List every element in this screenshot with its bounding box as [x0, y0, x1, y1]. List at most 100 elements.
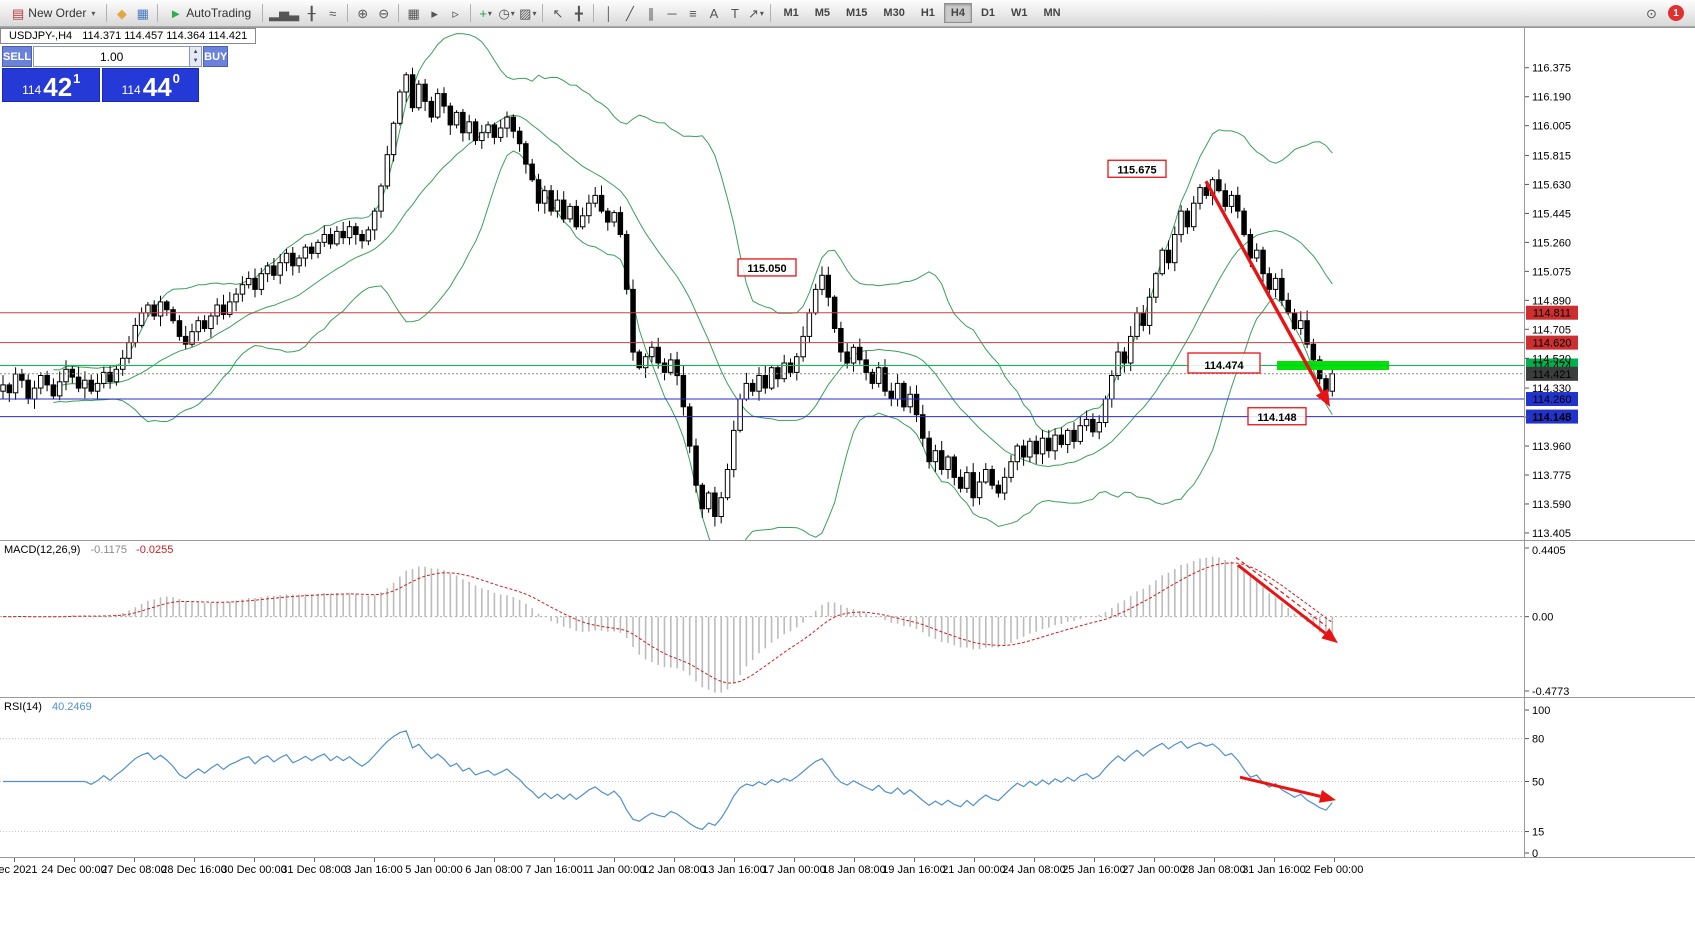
arrows-icon[interactable]: ↗ ▾	[745, 3, 766, 24]
candlestick	[233, 288, 239, 312]
trend-arrow[interactable]	[1204, 180, 1330, 407]
text-annotation-box[interactable]	[1107, 159, 1167, 178]
timeframe-h4[interactable]: H4	[943, 3, 972, 23]
rsi-panel[interactable]: 100 80 50 15 0	[0, 697, 1695, 858]
price-axis-label: 113.405	[1532, 528, 1571, 540]
trend-arrow[interactable]	[1239, 775, 1336, 803]
volume-input[interactable]	[34, 47, 190, 66]
bar-chart-icon[interactable]: ▂▅▃	[267, 3, 301, 24]
volume-down-button[interactable]: ▼	[190, 56, 202, 66]
fibonacci-icon[interactable]: ≡	[682, 3, 703, 24]
timeframe-w1[interactable]: W1	[1011, 7, 1028, 19]
toolbar-separator	[470, 4, 472, 22]
candlestick	[731, 420, 737, 478]
autotrading-button-label: AutoTrading	[186, 6, 252, 20]
candlestick	[315, 239, 321, 259]
new-order-button[interactable]: ▤ New Order ▾	[5, 4, 102, 22]
timeframe-mn[interactable]: MN	[1043, 7, 1061, 19]
buy-button[interactable]: BUY	[203, 46, 229, 67]
macd-label: MACD(12,26,9) -0.1175 -0.0255	[4, 544, 174, 556]
text-annotation-box[interactable]	[1247, 407, 1307, 426]
svg-text:114.620: 114.620	[1533, 338, 1572, 350]
sell-price-button[interactable]: 114 42 1	[2, 68, 100, 102]
candlestick	[416, 80, 422, 111]
indicators-icon[interactable]: + ▾	[475, 3, 496, 24]
fibonacci-icon: ≡	[689, 5, 697, 21]
notifications-badge[interactable]: 1	[1668, 5, 1684, 21]
autotrading-button[interactable]: ► AutoTrading	[162, 4, 258, 22]
time-axis-tick	[1034, 858, 1035, 862]
time-axis-tick	[1214, 858, 1215, 862]
macd-axis[interactable]: 0.4405 0.00 -0.4773	[1524, 545, 1569, 697]
svg-text:114.421: 114.421	[1533, 369, 1572, 381]
price-line-label	[1526, 335, 1578, 350]
zoom-out-icon[interactable]: ⊖	[373, 3, 394, 24]
time-axis-label: 5 Jan 00:00	[405, 864, 463, 876]
price-axis-label: 114.330	[1532, 383, 1571, 395]
candlestick	[888, 382, 894, 407]
candlestick	[113, 364, 120, 386]
macd-panel[interactable]: 0.4405 0.00 -0.4773	[0, 540, 1695, 697]
timeframe-m30[interactable]: M30	[883, 7, 905, 19]
time-axis-label: 11 Jan 00:00	[582, 864, 646, 876]
timeframe-m5[interactable]: M5	[814, 7, 831, 19]
timeframe-h1[interactable]: H1	[920, 7, 935, 19]
main-chart-canvas[interactable]: 114.811 114.620 114.474 114.260 114.148 114.4…	[0, 27, 1695, 540]
tile-windows-icon[interactable]: ▦	[403, 3, 424, 24]
horizontal-line-icon[interactable]: ─	[661, 3, 682, 24]
buy-price-button[interactable]: 114 44 0	[101, 68, 199, 102]
price-axis-label: 115.075	[1532, 266, 1571, 278]
candlestick	[869, 368, 876, 390]
time-axis-tick	[1334, 858, 1335, 862]
rsi-line	[3, 730, 1333, 831]
candlestick	[1039, 430, 1046, 465]
time-axis-label: 25 Jan 16:00	[1062, 864, 1126, 876]
timeframe-m1[interactable]: M1	[783, 7, 799, 19]
chart-annotations[interactable]: 115.675 115.050 114.474 114.148	[737, 159, 1307, 426]
svg-text:114.260: 114.260	[1533, 394, 1572, 406]
channel-icon[interactable]: ∥	[640, 3, 661, 24]
vertical-line-icon[interactable]: │	[598, 3, 619, 24]
text-annotation-box[interactable]	[737, 258, 797, 277]
candlestick	[1172, 226, 1178, 272]
rsi-axis[interactable]: 100 80 50 15 0	[1524, 705, 1550, 858]
timeframe-m15[interactable]: M15	[846, 7, 868, 19]
price-axis[interactable]: 116.375 116.190 116.005 115.815 115.630 115.4…	[1524, 63, 1571, 540]
trendline-icon[interactable]: ╱	[619, 3, 640, 24]
text-icon[interactable]: A	[703, 3, 724, 24]
annotation-dashed-line[interactable]	[1235, 556, 1327, 627]
rsi-axis-label: 0	[1532, 848, 1538, 858]
candlestick	[460, 108, 466, 142]
time-axis-tick	[674, 858, 675, 862]
candlestick	[1014, 443, 1020, 471]
candlestick	[271, 258, 277, 280]
time-axis-tick	[914, 858, 915, 862]
line-chart-icon[interactable]: ≈	[322, 3, 343, 24]
candlestick	[1254, 243, 1260, 262]
candlestick	[1065, 428, 1071, 454]
toolbar-separator	[398, 4, 400, 22]
timeframe-d1[interactable]: D1	[980, 7, 996, 19]
volume-up-button[interactable]: ▲	[190, 47, 202, 57]
search-icon[interactable]: ⊙	[1641, 3, 1662, 24]
candlestick-chart-icon[interactable]: ╂	[301, 3, 322, 24]
crosshair-icon[interactable]: ╋	[568, 3, 589, 24]
candlestick	[768, 364, 775, 391]
text-annotation-box[interactable]	[1187, 352, 1261, 374]
text-label-icon[interactable]: T	[724, 3, 745, 24]
price-axis-label: 115.445	[1532, 208, 1571, 220]
cursor-icon[interactable]: ↖	[547, 3, 568, 24]
trend-arrow[interactable]	[1237, 564, 1338, 644]
candlestick	[1128, 326, 1134, 372]
candlestick	[1298, 311, 1304, 335]
metaeditor-icon[interactable]: ◆	[111, 3, 132, 24]
templates-icon[interactable]: ▨ ▾	[517, 3, 538, 24]
chart-shift-icon[interactable]: ▹	[445, 3, 466, 24]
auto-scroll-icon[interactable]: ▸	[424, 3, 445, 24]
zoom-in-icon[interactable]: ⊕	[352, 3, 373, 24]
toolbar-separator	[347, 4, 349, 22]
sell-button[interactable]: SELL	[2, 46, 33, 67]
strategy-tester-icon[interactable]: ▦	[132, 3, 153, 24]
periods-icon[interactable]: ◷ ▾	[496, 3, 517, 24]
